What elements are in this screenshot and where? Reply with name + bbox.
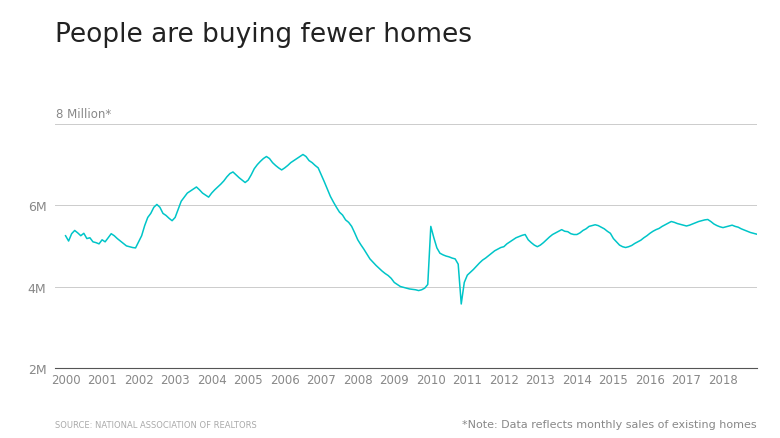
Text: SOURCE: NATIONAL ASSOCIATION OF REALTORS: SOURCE: NATIONAL ASSOCIATION OF REALTORS [55,420,257,429]
Text: People are buying fewer homes: People are buying fewer homes [55,22,472,48]
Text: *Note: Data reflects monthly sales of existing homes: *Note: Data reflects monthly sales of ex… [462,419,757,429]
Text: 8 Million*: 8 Million* [56,108,112,121]
